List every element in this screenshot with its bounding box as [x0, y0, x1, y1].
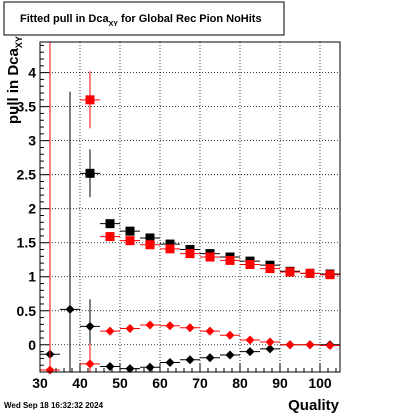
diamond-marker — [325, 340, 335, 350]
diamond-marker — [125, 364, 135, 374]
x-tick-label: 70 — [192, 375, 208, 391]
square-marker — [185, 249, 195, 259]
diamond-marker — [165, 357, 175, 367]
diamond-marker — [185, 323, 195, 333]
square-marker — [305, 268, 315, 278]
diamond-marker — [145, 320, 155, 330]
y-tick-label: 0.5 — [17, 303, 37, 319]
axis-labels: 30 40 50 60 70 80 90 100 0 0.5 1 1.5 2 2.5 3 3.5 4 — [17, 65, 332, 391]
x-tick-label: 90 — [272, 375, 288, 391]
x-axis-title: Quality — [288, 397, 340, 414]
plot-background — [40, 42, 340, 372]
diamond-marker — [305, 340, 315, 350]
y-axis-title-main: pull in Dca — [5, 48, 22, 125]
square-marker — [85, 95, 95, 105]
diamond-marker — [85, 321, 95, 331]
x-tick-label: 80 — [232, 375, 248, 391]
y-tick-label: 3 — [28, 133, 36, 149]
x-tick-label: 40 — [72, 375, 88, 391]
diamond-marker — [105, 362, 115, 372]
plot-frame — [39, 41, 341, 373]
diamond-marker — [125, 323, 135, 333]
diamond-marker — [185, 355, 195, 365]
square-marker — [245, 259, 255, 269]
plot-area — [39, 41, 341, 375]
chart-title-box: Fitted pull in DcaXY for Global Rec Pion… — [3, 1, 285, 36]
square-marker — [145, 233, 155, 243]
square-marker — [125, 226, 135, 236]
grid-layer — [40, 42, 340, 372]
y-axis-title: pull in DcaXY — [5, 36, 24, 124]
square-marker — [165, 244, 175, 254]
diamond-marker — [265, 337, 275, 347]
title-main: Fitted pull in Dca — [20, 13, 109, 25]
y-axis-title-subscript: XY — [14, 36, 24, 48]
x-tick-label: 50 — [112, 375, 128, 391]
title-frame — [3, 1, 285, 36]
chart-title: Fitted pull in DcaXY for Global Rec Pion… — [20, 13, 262, 28]
diamond-marker — [105, 326, 115, 336]
y-tick-label: 3.5 — [17, 99, 37, 115]
square-marker — [265, 264, 275, 274]
diamond-marker — [145, 362, 155, 372]
y-tick-label: 2 — [28, 201, 36, 217]
title-subscript: XY — [109, 21, 119, 28]
x-tick-label: 100 — [308, 375, 332, 391]
square-marker — [205, 252, 215, 262]
square-marker — [225, 255, 235, 265]
timestamp: Wed Sep 18 16:32:32 2024 — [4, 401, 104, 410]
diamond-marker — [225, 330, 235, 340]
square-marker — [125, 236, 135, 246]
diamond-marker — [65, 304, 75, 314]
square-marker — [105, 219, 115, 229]
square-marker — [85, 168, 95, 178]
diamond-marker — [265, 344, 275, 354]
y-tick-label: 4 — [28, 65, 36, 81]
data-layer — [40, 42, 340, 375]
y-tick-label: 0 — [28, 337, 36, 353]
square-marker — [105, 232, 115, 242]
diamond-marker — [245, 335, 255, 345]
y-tick-label: 1 — [28, 269, 36, 285]
diamond-marker — [205, 353, 215, 363]
x-tick-label: 30 — [32, 375, 48, 391]
y-tick-label: 1.5 — [17, 235, 37, 251]
diamond-marker — [245, 347, 255, 357]
diamond-marker — [285, 340, 295, 350]
title-rest: for Global Rec Pion NoHits — [118, 13, 262, 25]
diamond-marker — [165, 321, 175, 331]
diamond-marker — [205, 326, 215, 336]
square-marker — [325, 270, 335, 280]
tick-layer — [39, 44, 337, 372]
diamond-marker — [225, 350, 235, 360]
x-tick-label: 60 — [152, 375, 168, 391]
square-marker — [165, 239, 175, 249]
diamond-marker — [85, 359, 95, 369]
square-marker — [145, 240, 155, 250]
y-tick-label: 2.5 — [17, 167, 37, 183]
square-marker — [285, 267, 295, 277]
